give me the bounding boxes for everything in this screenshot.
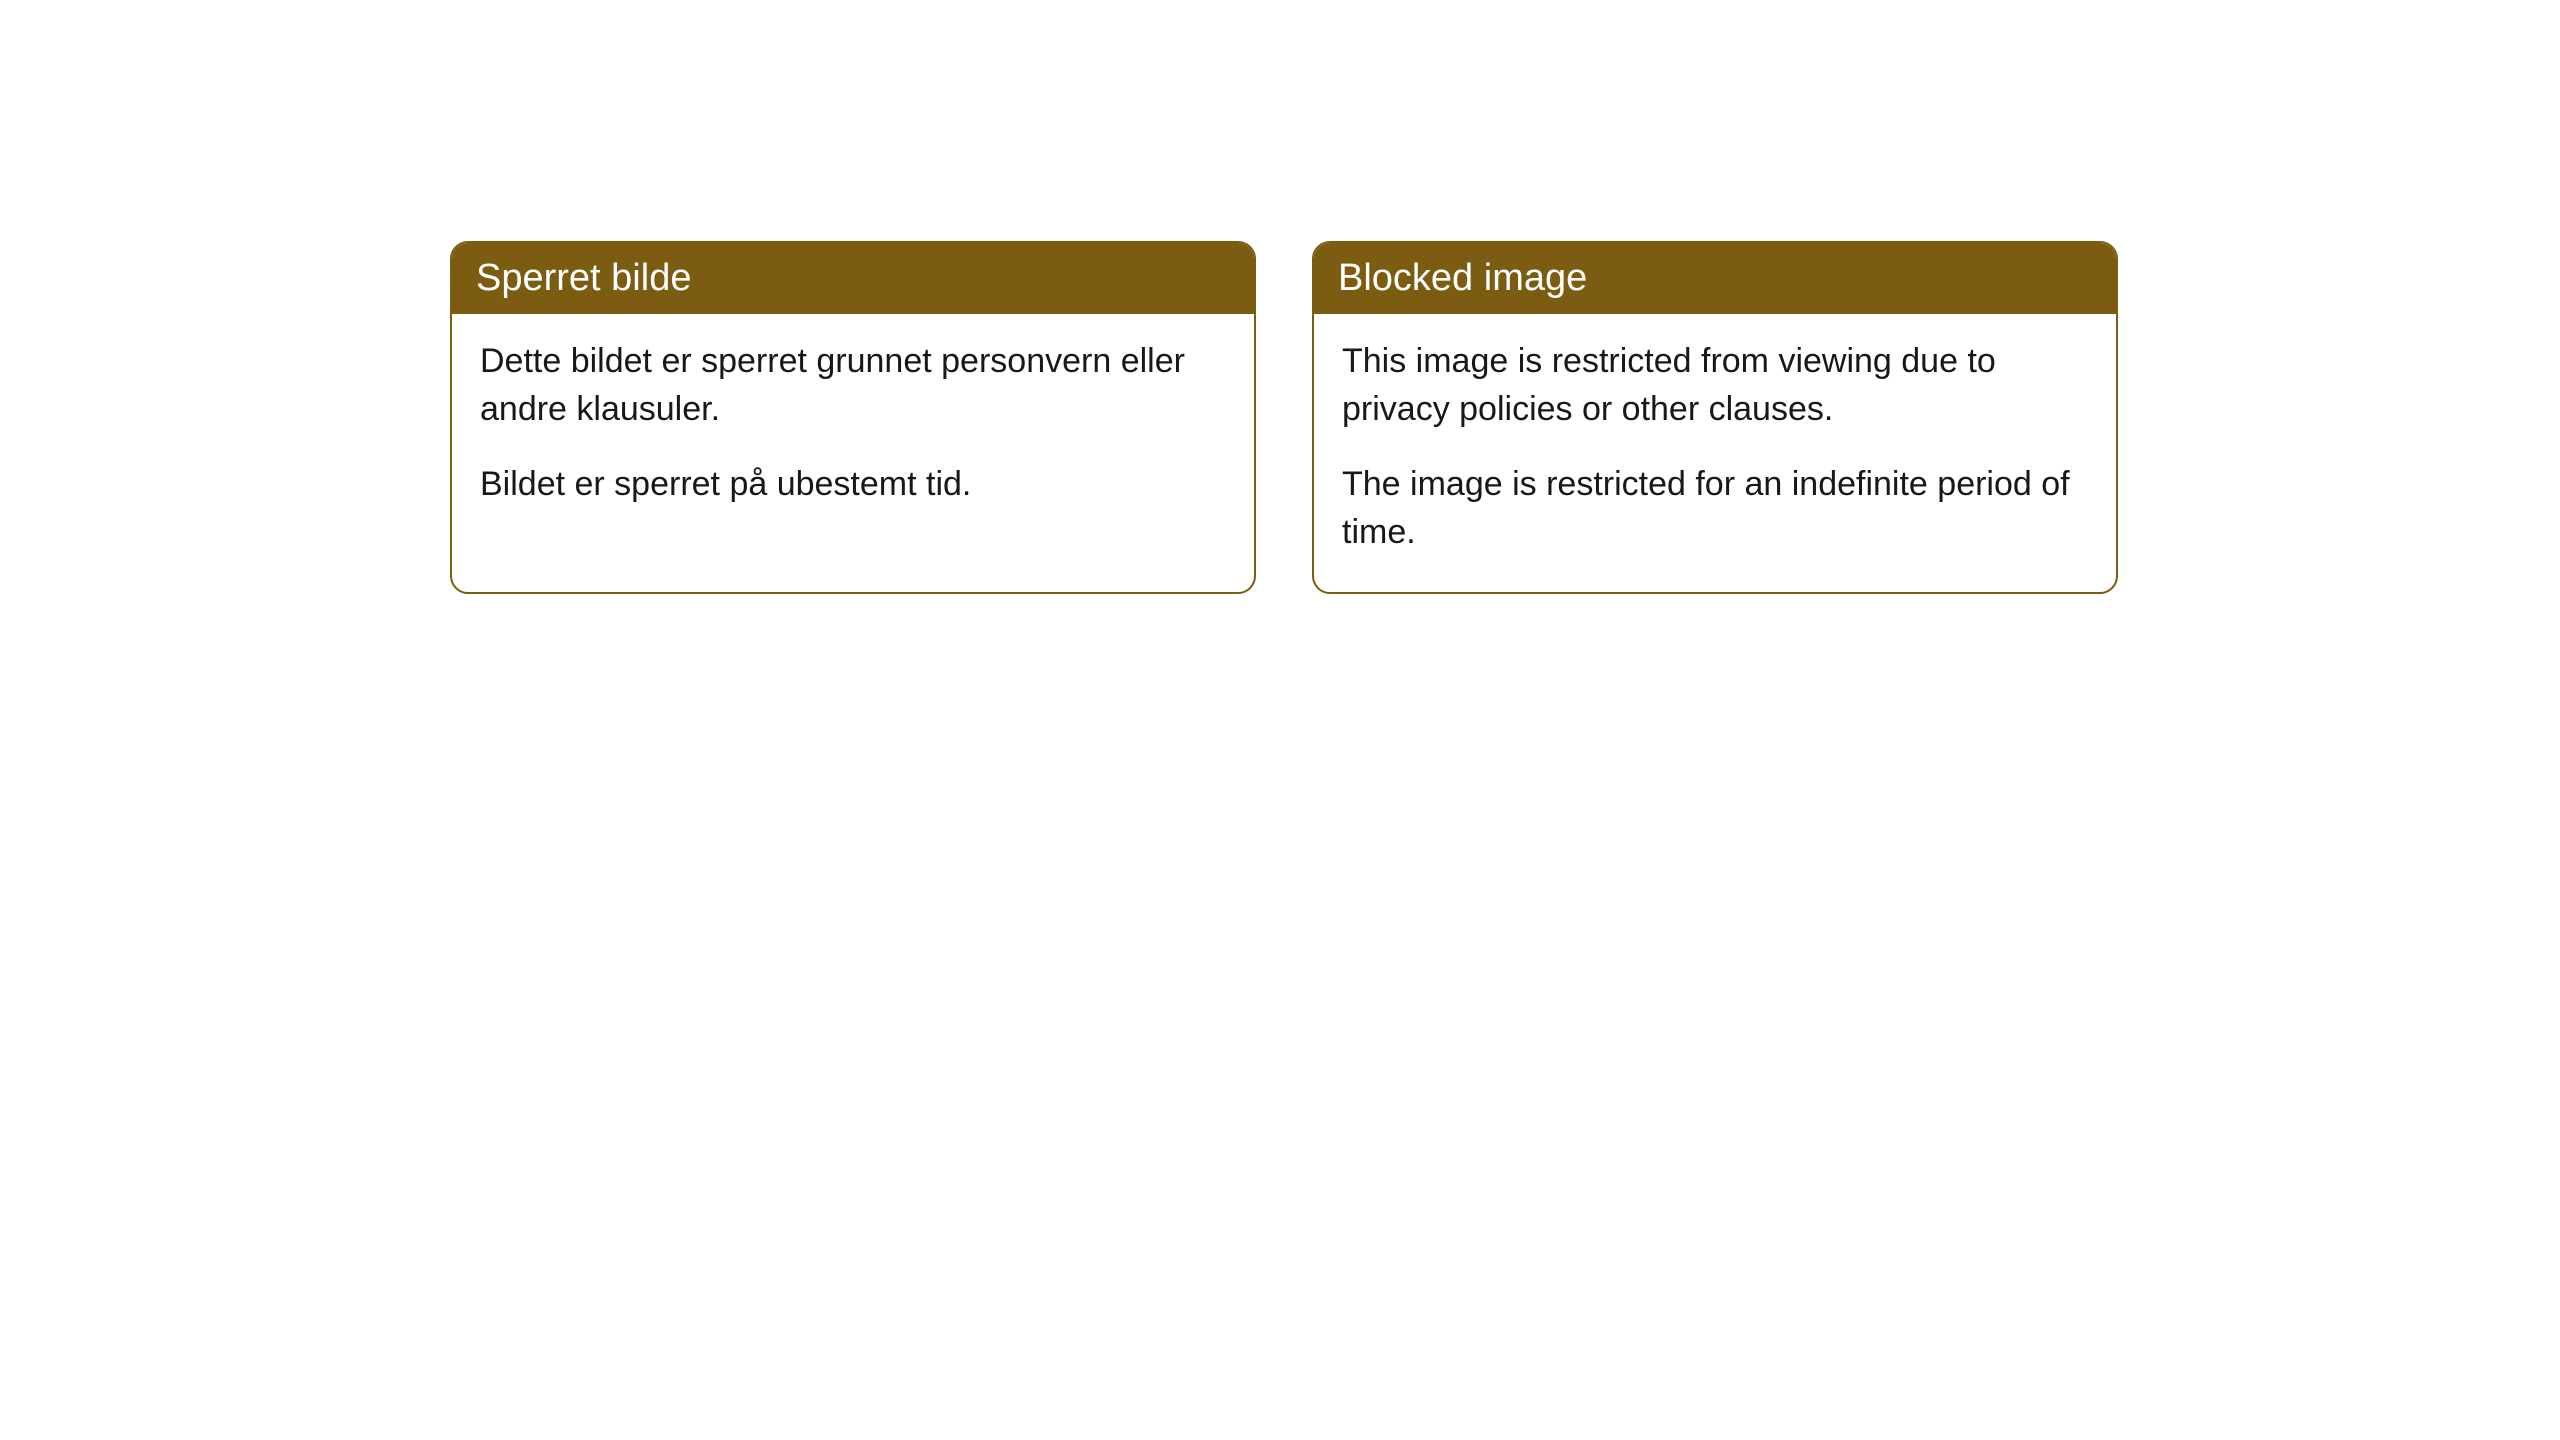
notice-card-norwegian: Sperret bilde Dette bildet er sperret gr… bbox=[450, 241, 1256, 594]
card-header-english: Blocked image bbox=[1314, 243, 2116, 314]
card-body-english: This image is restricted from viewing du… bbox=[1314, 314, 2116, 592]
card-paragraph-2-norwegian: Bildet er sperret på ubestemt tid. bbox=[480, 461, 1226, 509]
notice-card-english: Blocked image This image is restricted f… bbox=[1312, 241, 2118, 594]
notice-cards-container: Sperret bilde Dette bildet er sperret gr… bbox=[450, 241, 2118, 594]
card-title-norwegian: Sperret bilde bbox=[476, 257, 691, 299]
card-paragraph-1-english: This image is restricted from viewing du… bbox=[1342, 338, 2088, 433]
card-title-english: Blocked image bbox=[1338, 257, 1587, 299]
card-header-norwegian: Sperret bilde bbox=[452, 243, 1254, 314]
card-paragraph-2-english: The image is restricted for an indefinit… bbox=[1342, 461, 2088, 556]
card-paragraph-1-norwegian: Dette bildet er sperret grunnet personve… bbox=[480, 338, 1226, 433]
card-body-norwegian: Dette bildet er sperret grunnet personve… bbox=[452, 314, 1254, 545]
